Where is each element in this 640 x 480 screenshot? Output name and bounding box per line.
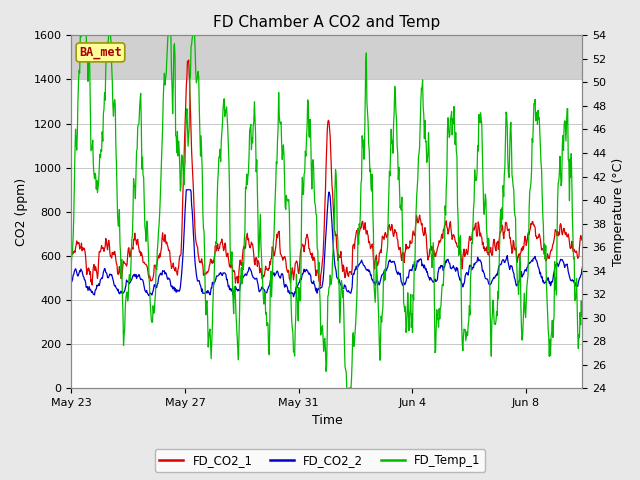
Text: BA_met: BA_met [79,46,122,59]
Title: FD Chamber A CO2 and Temp: FD Chamber A CO2 and Temp [213,15,440,30]
Bar [72,36,582,80]
Legend: FD_CO2_1, FD_CO2_2, FD_Temp_1: FD_CO2_1, FD_CO2_2, FD_Temp_1 [155,449,485,472]
Y-axis label: CO2 (ppm): CO2 (ppm) [15,178,28,246]
Y-axis label: Temperature (°C): Temperature (°C) [612,158,625,266]
X-axis label: Time: Time [312,414,342,427]
